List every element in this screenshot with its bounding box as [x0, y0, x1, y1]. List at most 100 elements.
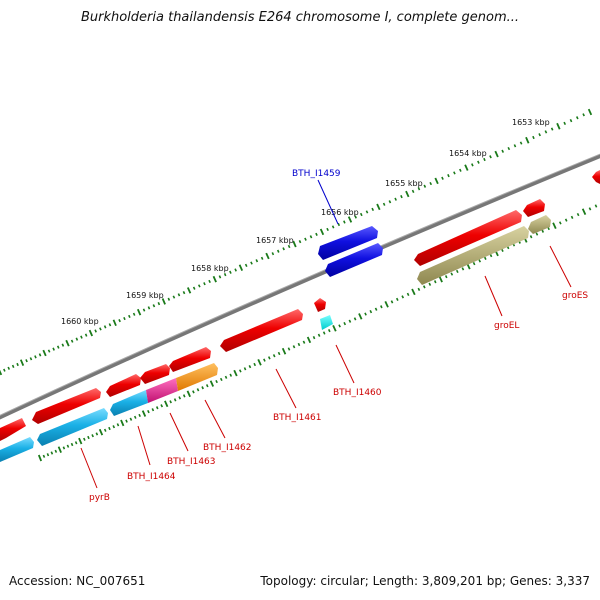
gene-arrow[interactable] — [592, 170, 600, 184]
ruler-minor-tick — [108, 426, 111, 431]
ruler-major-tick — [238, 264, 244, 271]
ruler-minor-tick — [182, 394, 186, 398]
gene-groES-upper[interactable] — [523, 199, 545, 217]
gene-label-BTH_I1461[interactable]: BTH_I1461 — [273, 413, 322, 423]
gene-arrow[interactable] — [169, 347, 211, 372]
ruler-minor-tick — [365, 210, 369, 214]
gene-arrow[interactable] — [0, 418, 26, 441]
gene-BTH_I1462[interactable] — [176, 363, 218, 391]
ruler-minor-tick — [380, 305, 383, 309]
ruler-minor-tick — [382, 202, 386, 206]
gene-BTH_I1459-lower[interactable] — [325, 243, 383, 277]
ruler-minor-tick — [532, 135, 535, 140]
ruler-minor-tick — [244, 263, 248, 268]
ruler-major-tick — [98, 428, 104, 436]
ruler-minor-tick — [282, 247, 285, 251]
ruler-major-tick — [65, 339, 70, 347]
gene-groES[interactable] — [528, 215, 551, 234]
ruler-minor-tick — [433, 280, 437, 284]
ruler-minor-tick — [441, 176, 444, 180]
ruler-minor-tick — [359, 212, 363, 217]
ruler-major-tick — [347, 216, 353, 223]
ruler-minor-tick — [118, 319, 121, 323]
ruler-minor-tick — [478, 259, 482, 263]
scale-label: 1657 kbp — [256, 236, 294, 245]
ruler-minor-tick — [70, 339, 74, 343]
gene-arrow[interactable] — [414, 210, 522, 266]
ruler-major-tick — [358, 313, 363, 320]
ruler-minor-tick — [172, 295, 176, 299]
gene-BTH_I1463[interactable] — [146, 378, 178, 403]
ruler-minor-tick — [400, 194, 403, 199]
scale-label: 1660 kbp — [61, 317, 99, 326]
gene-BTH_I1464[interactable] — [110, 390, 148, 416]
gene-arrow[interactable] — [140, 364, 170, 384]
ruler-major-tick — [136, 308, 142, 316]
gene-label-BTH_I1462[interactable]: BTH_I1462 — [203, 443, 252, 453]
ruler-major-tick — [376, 203, 381, 211]
gene-label-groEL[interactable]: groEL — [494, 321, 519, 331]
gene-label-BTH_I1463[interactable]: BTH_I1463 — [167, 457, 216, 467]
ruler-minor-tick — [401, 295, 405, 299]
scale-label: 1659 kbp — [126, 291, 164, 300]
ruler-minor-tick — [315, 232, 318, 236]
ruler-minor-tick — [317, 333, 321, 337]
ruler-minor-tick — [263, 358, 266, 362]
gene-label-groES[interactable]: groES — [562, 291, 588, 301]
genome-backbone-highlight — [0, 153, 600, 416]
ruler-minor-tick — [374, 307, 378, 311]
ruler-major-tick — [464, 164, 469, 171]
ruler-minor-tick — [489, 254, 493, 258]
gene-label-BTH_I1464[interactable]: BTH_I1464 — [127, 472, 176, 482]
ruler-minor-tick — [287, 244, 291, 249]
ruler-minor-tick — [54, 449, 58, 453]
ruler-major-tick — [292, 240, 297, 248]
gene-label-pyrB[interactable]: pyrB — [89, 493, 110, 503]
ruler-minor-tick — [203, 282, 206, 286]
gene-arrow[interactable] — [37, 408, 108, 446]
gene-pyrB[interactable] — [0, 437, 34, 462]
ruler-major-tick — [411, 288, 416, 296]
ruler-minor-tick — [550, 127, 554, 131]
ruler-minor-tick — [42, 454, 46, 458]
gene-arrow[interactable] — [106, 374, 141, 397]
ruler-minor-tick — [507, 146, 511, 151]
map-title: Burkholderia thailandensis E264 chromoso… — [80, 10, 520, 25]
ruler-minor-tick — [123, 316, 126, 321]
ruler-minor-tick — [411, 189, 415, 194]
ruler-minor-tick — [558, 221, 562, 225]
ruler-minor-tick — [563, 121, 567, 126]
ruler-minor-tick — [142, 308, 146, 312]
ruler-major-tick — [19, 359, 25, 366]
ruler-minor-tick — [459, 168, 462, 172]
ruler-minor-tick — [394, 197, 397, 201]
ruler-minor-tick — [276, 249, 280, 253]
ruler-minor-tick — [326, 227, 329, 232]
ruler-minor-tick — [588, 207, 592, 211]
gene-arrow[interactable] — [314, 298, 326, 312]
ruler-minor-tick — [253, 362, 257, 367]
ruler-minor-tick — [343, 321, 347, 326]
ruler-minor-tick — [80, 335, 83, 339]
ruler-minor-tick — [447, 173, 450, 178]
accession-label: Accession: NC_007651 — [9, 574, 146, 588]
ruler-major-tick — [581, 208, 587, 215]
genome-backbone — [0, 153, 600, 420]
gene-groEL[interactable] — [417, 226, 529, 285]
gene-arrow[interactable] — [32, 388, 101, 424]
gene-label-BTH_I1459[interactable]: BTH_I1459 — [292, 169, 341, 179]
ruler-major-tick — [186, 390, 191, 398]
upper-strand-genes — [0, 170, 600, 441]
gene-arrow[interactable] — [220, 309, 303, 352]
gene-BTH_I1460[interactable] — [320, 315, 333, 330]
ruler-minor-tick — [471, 163, 474, 167]
gene-BTH_I1459-upper[interactable] — [318, 226, 378, 260]
ruler-minor-tick — [483, 157, 486, 162]
ruler-major-tick — [78, 437, 83, 445]
label-leaders — [80, 245, 572, 489]
label-leader-blue — [317, 179, 339, 225]
ruler-minor-tick — [16, 362, 19, 367]
gene-label-BTH_I1460[interactable]: BTH_I1460 — [333, 388, 382, 398]
ruler-minor-tick — [395, 297, 399, 301]
ruler-major-tick — [209, 380, 215, 387]
